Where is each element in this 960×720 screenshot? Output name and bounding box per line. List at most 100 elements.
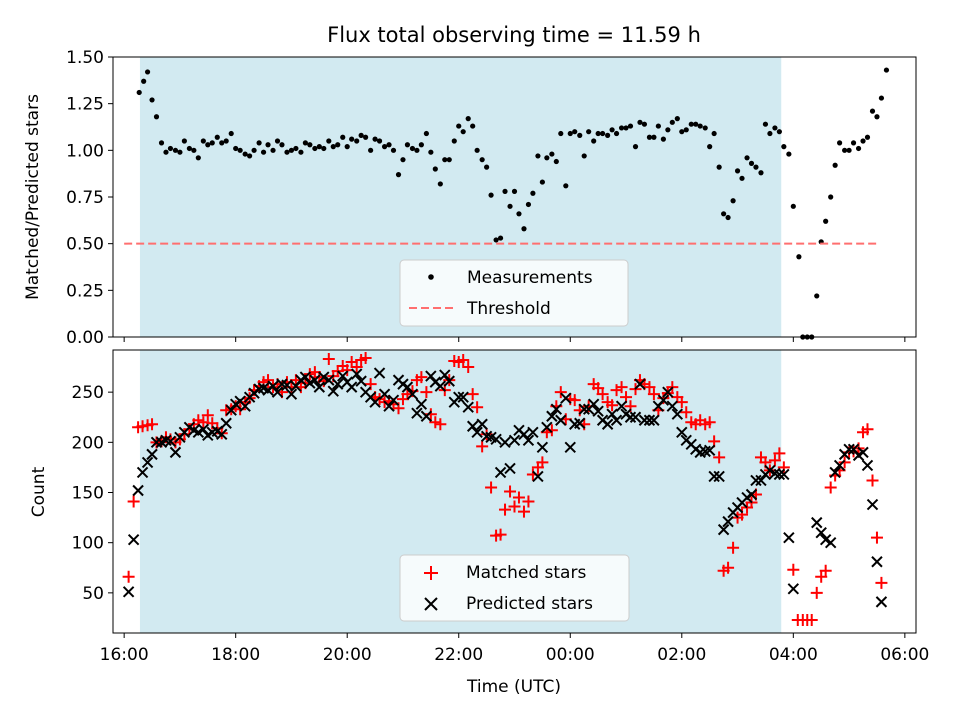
data-point	[568, 394, 581, 407]
data-point	[518, 428, 530, 441]
data-point	[811, 516, 823, 529]
y-tick-label: 0.50	[66, 235, 104, 255]
data-point	[228, 130, 234, 137]
data-point	[158, 140, 165, 146]
data-point	[600, 130, 606, 137]
data-point	[141, 78, 147, 84]
data-point	[591, 138, 597, 144]
data-point	[647, 388, 660, 401]
data-point	[414, 147, 420, 153]
data-point	[722, 515, 734, 528]
data-point	[768, 454, 781, 467]
data-point	[796, 254, 802, 260]
data-point	[866, 498, 879, 511]
data-point	[341, 364, 354, 377]
data-point	[345, 381, 358, 393]
data-point	[679, 129, 685, 135]
data-point	[857, 446, 869, 459]
data-point	[521, 226, 527, 232]
data-point	[544, 155, 550, 161]
data-point	[783, 531, 795, 544]
data-point	[470, 123, 476, 129]
data-point	[462, 361, 475, 374]
data-point	[511, 188, 518, 194]
data-point	[522, 434, 535, 447]
data-point	[708, 470, 720, 483]
data-point	[507, 203, 513, 209]
data-point	[643, 414, 656, 426]
data-point	[790, 203, 796, 209]
data-point	[643, 381, 656, 394]
data-point	[703, 416, 716, 429]
legend-marker-matched	[424, 566, 438, 580]
data-point	[330, 144, 336, 150]
data-point	[247, 153, 253, 159]
data-point	[167, 145, 174, 152]
data-point	[376, 138, 383, 144]
data-point	[383, 400, 395, 412]
data-point	[660, 136, 666, 142]
data-point	[141, 456, 154, 469]
data-point	[641, 121, 648, 127]
data-point	[651, 134, 657, 140]
data-point	[479, 157, 485, 163]
ratio-plot-area	[124, 67, 890, 340]
data-point	[846, 147, 852, 153]
data-point	[256, 140, 262, 146]
data-point	[864, 134, 871, 140]
data-point	[406, 388, 419, 400]
data-point	[713, 451, 726, 464]
data-point	[787, 583, 800, 595]
data-point	[758, 170, 764, 176]
data-point	[322, 353, 335, 366]
data-point	[332, 378, 344, 390]
data-point	[191, 147, 197, 153]
data-point	[727, 541, 740, 554]
data-point	[323, 374, 335, 386]
x-tick-label: 16:00	[100, 645, 149, 665]
data-point	[387, 394, 400, 406]
count-y-axis: 50 100 150 200 250	[72, 383, 113, 604]
data-point	[349, 136, 355, 142]
data-point	[225, 404, 237, 416]
data-point	[372, 136, 378, 142]
data-point	[676, 426, 688, 438]
y-tick-label: 0.00	[66, 328, 104, 348]
data-point	[437, 181, 443, 187]
data-point	[838, 456, 851, 469]
data-point	[460, 129, 466, 135]
data-point	[267, 380, 279, 392]
y-tick-label: 1.25	[66, 95, 104, 115]
data-point	[298, 149, 304, 155]
data-point	[344, 144, 350, 150]
data-point	[508, 500, 521, 513]
data-point	[200, 138, 206, 144]
series-predicted-stars	[122, 367, 888, 608]
data-point	[484, 164, 490, 170]
data-point	[572, 129, 578, 135]
legend-label-predicted: Predicted stars	[466, 594, 593, 614]
legend-marker-measurements	[428, 274, 434, 280]
data-point	[786, 151, 792, 157]
data-point	[592, 405, 604, 417]
data-point	[833, 459, 846, 472]
data-point	[471, 401, 484, 414]
data-point	[581, 153, 587, 159]
data-point	[744, 155, 750, 161]
data-point	[127, 533, 140, 546]
data-point	[420, 386, 433, 399]
data-point	[745, 488, 758, 501]
data-point	[239, 400, 251, 412]
data-point	[638, 414, 651, 426]
data-point	[869, 108, 876, 114]
data-point	[350, 361, 363, 374]
data-point	[824, 481, 837, 494]
data-point	[424, 408, 437, 421]
data-point	[878, 95, 885, 101]
legend-label-threshold: Threshold	[466, 299, 551, 319]
data-point	[302, 140, 308, 146]
data-point	[153, 114, 160, 120]
data-point	[739, 175, 745, 181]
data-point	[462, 401, 474, 413]
data-point	[861, 459, 874, 472]
